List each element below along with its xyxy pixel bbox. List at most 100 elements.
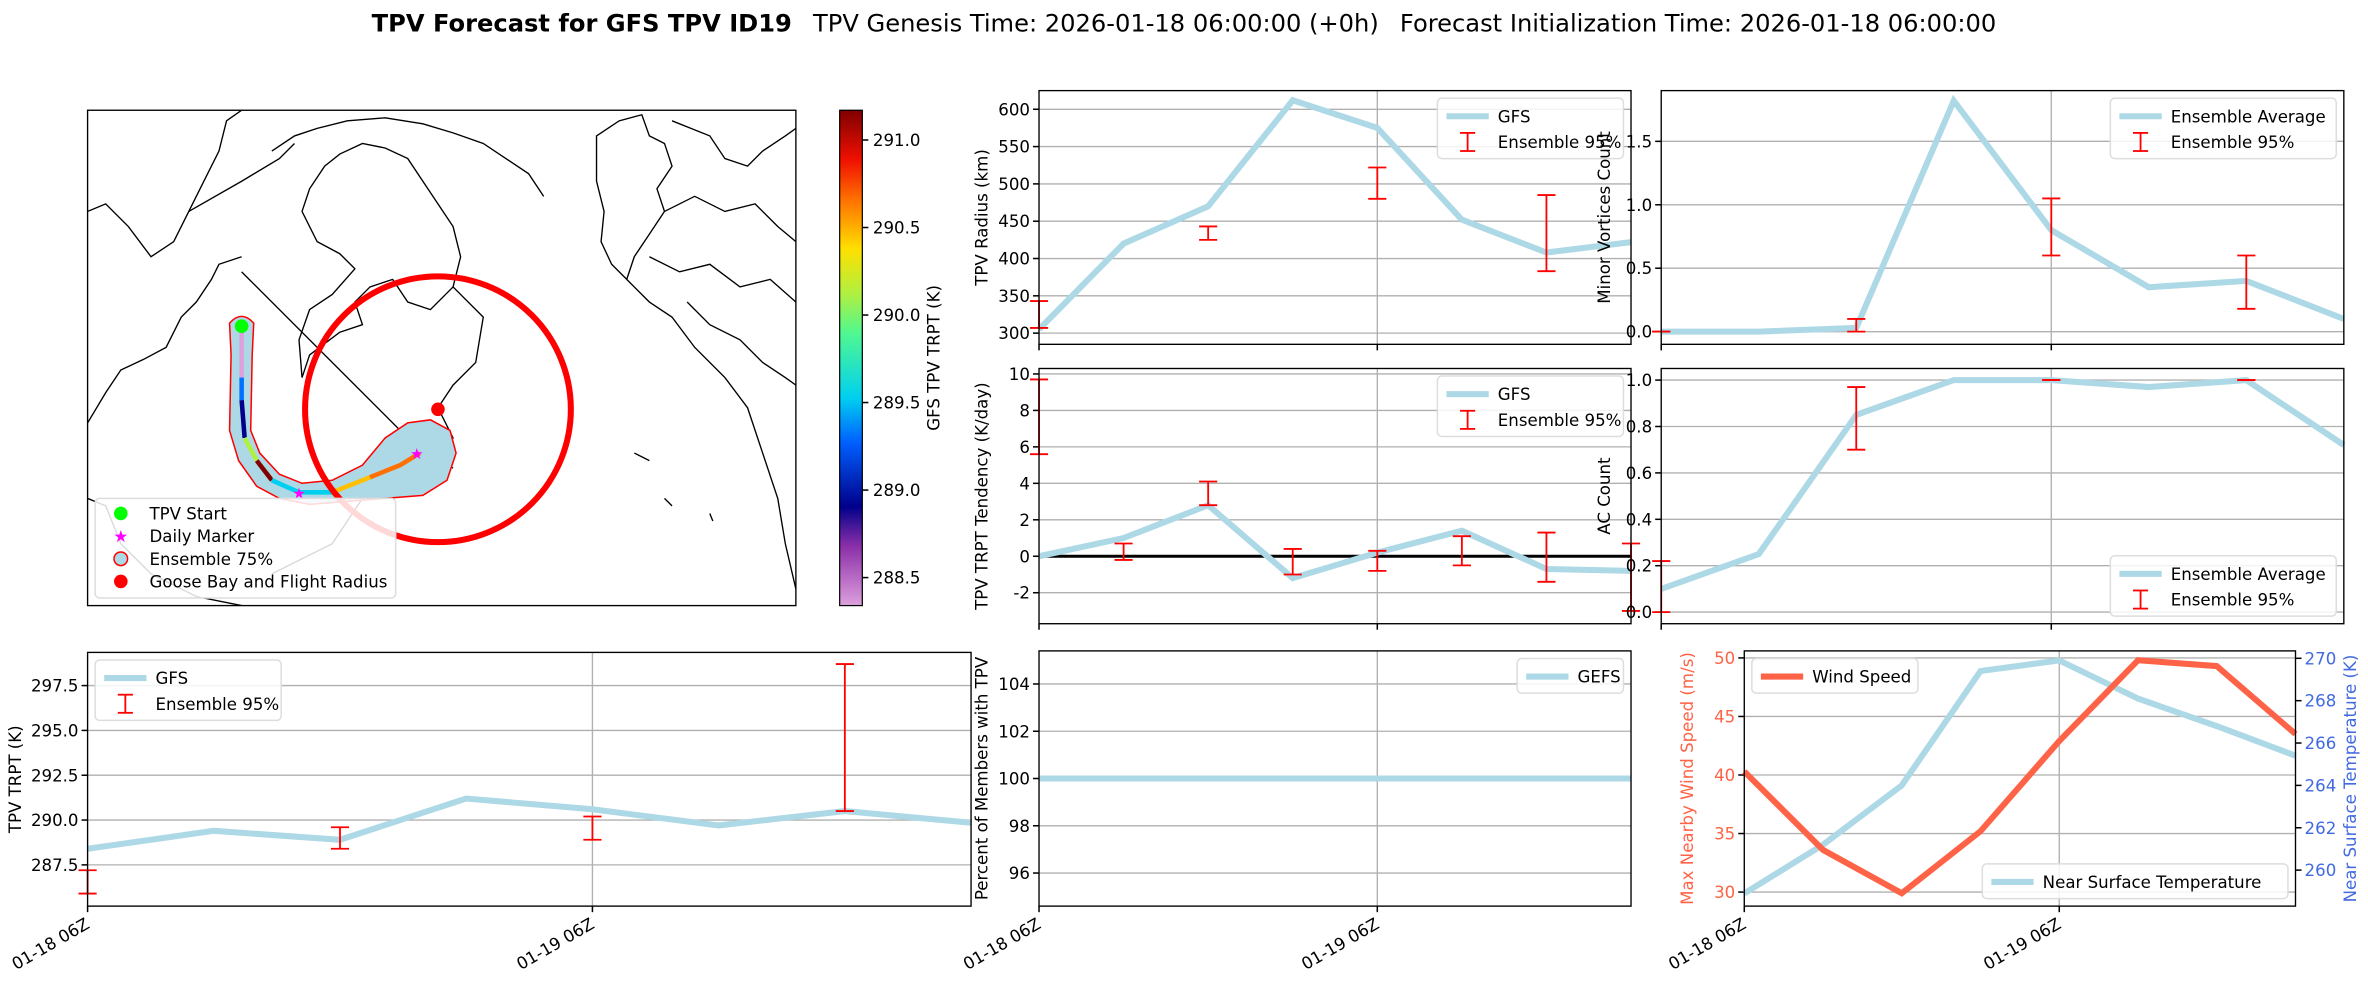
chart-tendency: -2 0 2 4 6 8 10 TPV TRPT Tendency (K/day) GFS Ens…	[973, 365, 1641, 630]
y-axis-label: Percent of Members with TPV	[973, 656, 992, 900]
y-tick-label: 550	[998, 138, 1030, 157]
series-line	[1742, 657, 2298, 897]
legend-frame	[1436, 97, 1625, 160]
x-tick-label: 01-18 06Z	[960, 914, 1044, 973]
x-tick-label: 01-18 06Z	[1665, 914, 1749, 973]
y-tick-label: 4	[1019, 474, 1030, 493]
y-tick-label: 50	[1714, 649, 1735, 668]
colorbar-label: GFS TPV TRPT (K)	[924, 285, 943, 431]
y-tick-label: -2	[1013, 584, 1030, 603]
axes-frame	[1038, 367, 1632, 625]
y-tick-label: 98	[1009, 817, 1030, 836]
legend-tpv-start: TPV Start	[149, 505, 228, 524]
y-tick-label: 400	[998, 250, 1030, 269]
axes-frame	[1038, 650, 1632, 907]
legend-ensemble-75: Ensemble 75%	[150, 550, 274, 569]
series-line	[87, 795, 972, 852]
legend-label: GFS	[1498, 385, 1531, 404]
chart-percent: 96 98 100 102 104 01-18 06Z 01-19 06Z Percent o…	[960, 650, 1632, 974]
series-line	[1661, 94, 2345, 335]
track-segment	[254, 459, 274, 482]
axes-frame	[1743, 650, 2297, 907]
track-segment	[331, 475, 371, 495]
y-tick-label: 1.5	[1626, 132, 1652, 151]
legend: Wind Speed	[1751, 657, 1919, 694]
y-tick-label: 600	[998, 100, 1030, 119]
colorbar-tick-label: 289.5	[873, 394, 921, 413]
legend-ensemble-icon	[113, 551, 129, 567]
right-y-tick-label: 264	[2305, 776, 2337, 795]
y-tick-label: 40	[1714, 766, 1735, 785]
y-tick-label: 287.5	[31, 856, 79, 875]
y-tick-label: 0.0	[1626, 323, 1652, 342]
error-bar	[1199, 225, 1218, 241]
track-segment	[242, 436, 259, 462]
x-tick-label: 01-19 06Z	[1980, 914, 2064, 973]
error-bar	[1537, 194, 1556, 273]
y-axis-label: TPV TRPT Tendency (K/day)	[973, 382, 992, 611]
track-map: ★ ★ TPV Start ★ Daily Marker Ensemble 75…	[86, 109, 797, 607]
right-y-axis-label: Near Surface Temperature (K)	[2341, 655, 2360, 903]
series-line	[1038, 501, 1632, 582]
y-tick-label: 300	[998, 324, 1030, 343]
y-tick-label: 6	[1019, 438, 1030, 457]
y-tick-label: 0.5	[1626, 259, 1652, 278]
axes-frame	[1660, 367, 2345, 625]
daily-marker-star: ★	[410, 445, 424, 463]
temperature-line	[1742, 657, 2297, 896]
legend-label: Ensemble Average	[2171, 565, 2326, 584]
y-tick-label: 500	[998, 175, 1030, 194]
legend: GFS Ensemble 95%	[1436, 97, 1625, 160]
error-bar	[835, 663, 854, 812]
y-axis-label: TPV Radius (km)	[973, 149, 992, 287]
y-tick-label: 1.0	[1626, 371, 1652, 390]
error-bar	[1199, 480, 1218, 507]
legend-label: GFS	[156, 669, 189, 688]
chart-ac: 0.0 0.2 0.4 0.6 0.8 1.0 AC Count Ensemble Avera…	[1595, 367, 2346, 630]
legend-frame	[94, 659, 282, 722]
colorbar-gradient	[839, 109, 863, 607]
colorbar-tick-label: 290.0	[873, 306, 921, 325]
legend-label: Ensemble 95%	[1498, 133, 1622, 152]
x-tick-label: 01-19 06Z	[513, 914, 597, 973]
goose-bay-marker	[431, 402, 445, 417]
map-frame	[86, 109, 797, 607]
legend: GFS Ensemble 95%	[94, 659, 282, 722]
y-tick-label: 0	[1019, 547, 1030, 566]
axes-frame	[1660, 89, 2345, 346]
y-tick-label: 102	[998, 722, 1030, 741]
right-y-tick-label: 260	[2305, 861, 2337, 880]
legend-label: Ensemble 95%	[2171, 591, 2295, 610]
right-y-tick-label: 262	[2305, 819, 2337, 838]
y-tick-label: 30	[1714, 883, 1735, 902]
y-tick-label: 10	[1009, 365, 1030, 384]
error-bar	[1847, 386, 1866, 451]
y-tick-label: 292.5	[31, 766, 79, 785]
title-init: Forecast Initialization Time: 2026-01-18…	[1400, 10, 1996, 38]
colorbar-tick-label: 290.5	[873, 219, 921, 238]
chart-wind: 30 35 40 45 50 01-18 06Z 01-19 06Z Max Nearby W…	[1665, 649, 2360, 974]
error-bar	[2042, 197, 2061, 257]
y-tick-label: 350	[998, 287, 1030, 306]
legend-start-icon	[114, 506, 128, 521]
legend-frame	[1751, 657, 1919, 694]
right-y-tick-label: 268	[2305, 692, 2337, 711]
flight-radius-circle	[302, 273, 574, 546]
axes-frame	[1038, 89, 1632, 346]
legend-label: GEFS	[1578, 668, 1621, 687]
legend-label: Ensemble Average	[2171, 107, 2326, 126]
y-tick-label: 45	[1714, 707, 1735, 726]
error-bar	[1847, 318, 1866, 333]
legend-daily-marker: Daily Marker	[150, 527, 255, 546]
legend-goose-bay: Goose Bay and Flight Radius	[150, 572, 388, 591]
legend-label: Ensemble 95%	[156, 695, 280, 714]
y-tick-label: 0.8	[1626, 418, 1652, 437]
legend: GFS Ensemble 95%	[1436, 375, 1625, 438]
error-bar	[583, 815, 602, 841]
error-bar	[1283, 548, 1302, 576]
y-tick-label: 1.0	[1626, 196, 1652, 215]
legend-frame	[2109, 554, 2338, 617]
axes-frame	[86, 651, 972, 907]
legend-label: Near Surface Temperature	[2043, 873, 2262, 892]
